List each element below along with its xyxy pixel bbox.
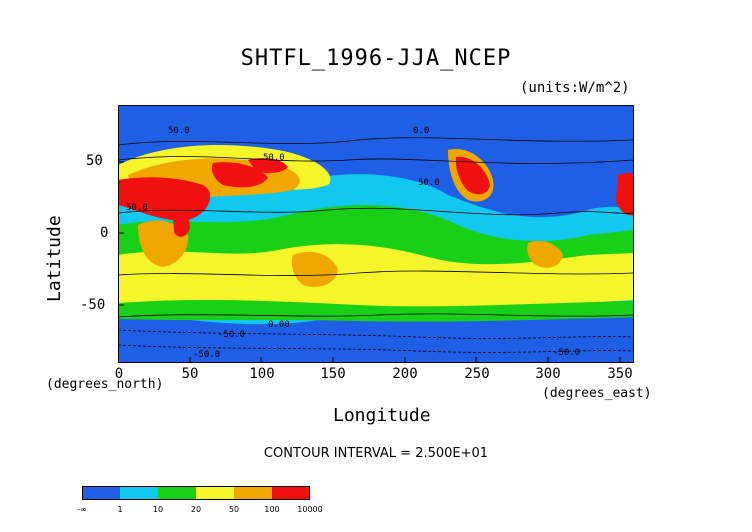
x-tick-label: 100 — [249, 366, 275, 382]
y-axis-label: Latitude — [44, 215, 65, 302]
x-tick-label: 150 — [320, 366, 346, 382]
tick-marks — [118, 161, 621, 363]
north-america-red — [455, 156, 490, 195]
contour-label: 50.0 — [126, 203, 148, 213]
x-tick-label: 300 — [535, 366, 561, 382]
central-asia-red — [211, 162, 268, 188]
legend-swatch — [196, 486, 234, 500]
legend-label: 10000 — [297, 505, 323, 514]
contour-lines — [118, 137, 634, 353]
legend-swatch — [158, 486, 196, 500]
legend-label: 10 — [152, 505, 164, 514]
contour-label: -50.0 — [553, 348, 580, 358]
map-frame — [118, 105, 634, 363]
contour-interval-text: CONTOUR INTERVAL = 2.500E+01 — [263, 446, 489, 461]
legend-swatch — [272, 486, 310, 500]
africa-red — [173, 212, 190, 237]
units-label: (units:W/m^2) — [520, 80, 630, 96]
legend-label: 1 — [117, 505, 123, 514]
y-tick-label: 50 — [86, 153, 103, 169]
legend-swatch — [82, 486, 120, 500]
x-tick-label: 250 — [464, 366, 490, 382]
southern-green-band — [118, 299, 634, 322]
x-axis-label: Longitude — [333, 405, 431, 426]
eurasia-red — [118, 177, 211, 221]
contour-label: 0.0 — [413, 126, 429, 136]
legend-label: 50 — [228, 505, 240, 514]
contour-label: 50.0 — [168, 126, 190, 136]
yellow-band — [118, 244, 634, 316]
siberia-red — [248, 157, 288, 174]
lat-unit-label: (degrees_north) — [46, 377, 164, 392]
contour-label: 0.00 — [268, 320, 290, 330]
x-tick-label: 350 — [607, 366, 633, 382]
contour-label: 50.0 — [263, 153, 285, 163]
legend-swatch — [234, 486, 272, 500]
legend-label: 20 — [190, 505, 202, 514]
contour-label: -50.0 — [193, 350, 220, 360]
x-tick-label: 0 — [114, 366, 124, 382]
x-tick-label: 200 — [392, 366, 418, 382]
east-atlantic-red — [616, 172, 634, 216]
x-tick-label: 50 — [181, 366, 199, 382]
color-legend — [82, 486, 310, 500]
map-title: SHTFL_1996-JJA_NCEP — [240, 46, 512, 71]
flux-map: 50.0 50.0 -50.0 -50.0 0.00 0.0 50.0 50.0… — [118, 105, 634, 363]
legend-label: 100 — [264, 505, 280, 514]
legend-frame — [82, 486, 310, 500]
y-tick-label: -50 — [80, 297, 106, 313]
lon-unit-label: (degrees_east) — [542, 386, 652, 401]
y-tick-label: 0 — [100, 225, 109, 241]
contour-label: -50.0 — [218, 330, 245, 340]
south-america-orange — [527, 240, 563, 268]
arctic-band — [118, 105, 634, 130]
contour-label: 50.0 — [418, 178, 440, 188]
legend-swatch — [120, 486, 158, 500]
australia-orange — [291, 251, 338, 287]
legend-label: -∞ — [77, 505, 87, 514]
